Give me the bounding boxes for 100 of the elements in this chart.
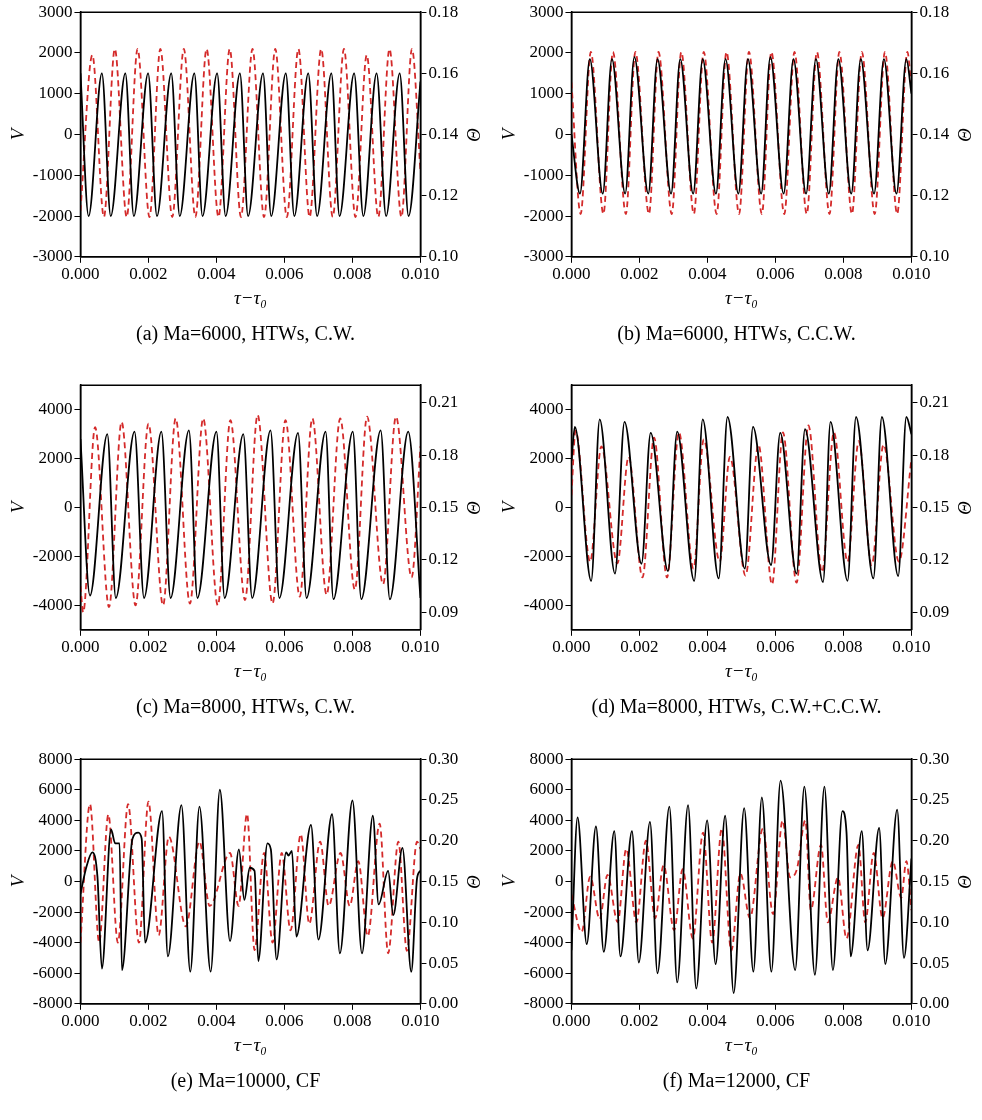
- x-tick-label: 0.000: [61, 637, 100, 657]
- y2-tick-label: 0.12: [919, 185, 950, 205]
- x-tick-label: 0.004: [688, 637, 728, 657]
- y-tick-label: -6000: [32, 962, 73, 982]
- x-tick-label: 0.008: [824, 1011, 863, 1031]
- y-tick-label: 8000: [38, 748, 73, 768]
- x-tick-label: 0.000: [552, 264, 591, 284]
- text: (d) Ma=8000, HTWs, C.W.+C.C.W.: [590, 695, 883, 719]
- y2-tick-label: 0.18: [919, 1, 950, 21]
- y-tick-label: 3000: [529, 1, 564, 21]
- x-tick-label: 0.006: [756, 1011, 795, 1031]
- y-tick-label: -8000: [32, 992, 73, 1012]
- y-tick-label: -3000: [32, 246, 73, 266]
- x-tick-label: 0.002: [129, 637, 168, 657]
- y2-tick-label: 0.05: [428, 952, 459, 972]
- x-tick-label: 0.004: [197, 264, 237, 284]
- y-axis-title: V: [7, 872, 29, 887]
- y-tick-label: -4000: [523, 595, 564, 615]
- line-series: [571, 819, 912, 952]
- x-axis-title: τ−τ₀: [724, 1033, 758, 1055]
- x-tick-label: 0.006: [265, 264, 304, 284]
- y-tick-label: 3000: [38, 1, 73, 21]
- y-axis-title: V: [498, 126, 520, 141]
- y-tick-label: 4000: [529, 399, 564, 419]
- y2-tick-label: 0.15: [919, 870, 950, 890]
- y2-tick-label: 0.00: [919, 992, 950, 1012]
- y2-tick-label: 0.18: [428, 444, 459, 464]
- y2-tick-label: 0.10: [919, 911, 950, 931]
- y-tick-label: 4000: [38, 809, 73, 829]
- y2-tick-label: 0.18: [428, 1, 459, 21]
- y-tick-label: -8000: [523, 992, 564, 1012]
- x-tick-label: 0.000: [61, 1011, 100, 1031]
- x-tick-label: 0.004: [688, 1011, 728, 1031]
- x-tick-label: 0.002: [620, 1011, 659, 1031]
- x-tick-label: 0.006: [756, 264, 795, 284]
- x-axis-title: τ−τ₀: [724, 659, 758, 681]
- y-tick-label: 4000: [38, 399, 73, 419]
- y-tick-label: 2000: [38, 840, 73, 860]
- x-tick-label: 0.010: [401, 1011, 440, 1031]
- y2-tick-label: 0.21: [919, 392, 950, 412]
- x-tick-label: 0.008: [824, 264, 863, 284]
- y-tick-label: 6000: [529, 778, 564, 798]
- y-axis-title: V: [498, 499, 520, 514]
- y2-axis-title: Θ: [953, 127, 975, 142]
- x-tick-label: 0.002: [620, 264, 659, 284]
- x-axis-title: τ−τ₀: [233, 1033, 267, 1055]
- x-tick-label: 0.004: [688, 264, 728, 284]
- y2-tick-label: 0.09: [428, 602, 459, 622]
- y2-tick-label: 0.10: [919, 246, 950, 266]
- y-tick-label: 2000: [529, 42, 564, 62]
- y2-tick-label: 0.21: [428, 392, 459, 412]
- y-axis-title: V: [498, 872, 520, 887]
- x-tick-label: 0.000: [61, 264, 100, 284]
- y-tick-label: -4000: [32, 595, 73, 615]
- x-tick-label: 0.000: [552, 1011, 591, 1031]
- y2-tick-label: 0.16: [919, 62, 950, 82]
- y2-tick-label: 0.20: [919, 829, 950, 849]
- y-tick-label: -2000: [32, 901, 73, 921]
- y-tick-label: -4000: [32, 931, 73, 951]
- y-tick-label: 0: [63, 870, 73, 890]
- x-tick-label: 0.010: [892, 1011, 931, 1031]
- x-tick-label: 0.008: [333, 637, 372, 657]
- y-tick-label: -2000: [32, 546, 73, 566]
- y-tick-label: 1000: [38, 83, 73, 103]
- y2-tick-label: 0.09: [919, 602, 950, 622]
- y-tick-label: 0: [63, 123, 73, 143]
- x-tick-label: 0.002: [129, 264, 168, 284]
- x-tick-label: 0.010: [892, 264, 931, 284]
- y-tick-label: -2000: [523, 901, 564, 921]
- y2-tick-label: 0.25: [428, 789, 459, 809]
- x-tick-label: 0.004: [197, 1011, 237, 1031]
- y-tick-label: 0: [554, 497, 564, 517]
- y2-tick-label: 0.20: [428, 829, 459, 849]
- y2-tick-label: 0.10: [428, 911, 459, 931]
- y2-tick-label: 0.14: [919, 123, 950, 143]
- x-axis-title: τ−τ₀: [724, 286, 758, 308]
- y2-axis-title: Θ: [462, 500, 484, 515]
- y-tick-label: -2000: [523, 205, 564, 225]
- y2-tick-label: 0.10: [428, 246, 459, 266]
- x-tick-label: 0.000: [552, 637, 591, 657]
- y-tick-label: -2000: [32, 205, 73, 225]
- y2-tick-label: 0.05: [919, 952, 950, 972]
- x-axis-title: τ−τ₀: [233, 286, 267, 308]
- x-tick-label: 0.006: [265, 637, 304, 657]
- y-tick-label: 2000: [38, 448, 73, 468]
- y2-tick-label: 0.14: [428, 123, 459, 143]
- y-tick-label: -4000: [523, 931, 564, 951]
- line-series: [80, 47, 421, 218]
- x-tick-label: 0.002: [620, 637, 659, 657]
- x-tick-label: 0.008: [824, 637, 863, 657]
- y-tick-label: 2000: [529, 448, 564, 468]
- y-tick-label: 0: [554, 123, 564, 143]
- x-tick-label: 0.006: [265, 1011, 304, 1031]
- y-tick-label: 0: [554, 870, 564, 890]
- x-tick-label: 0.006: [756, 637, 795, 657]
- y-axis-title: V: [7, 126, 29, 141]
- y2-axis-title: Θ: [462, 127, 484, 142]
- y2-tick-label: 0.12: [919, 549, 950, 569]
- y-tick-label: 6000: [38, 778, 73, 798]
- x-tick-label: 0.008: [333, 1011, 372, 1031]
